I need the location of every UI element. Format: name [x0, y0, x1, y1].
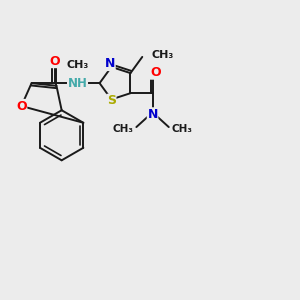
Text: O: O — [16, 100, 27, 112]
Text: CH₃: CH₃ — [112, 124, 134, 134]
Text: S: S — [107, 94, 116, 107]
Text: N: N — [147, 108, 158, 121]
Text: CH₃: CH₃ — [172, 124, 193, 134]
Text: NH: NH — [68, 77, 87, 90]
Text: N: N — [105, 58, 115, 70]
Text: CH₃: CH₃ — [151, 50, 173, 60]
Text: O: O — [49, 55, 60, 68]
Text: O: O — [150, 66, 161, 79]
Text: CH₃: CH₃ — [67, 60, 89, 70]
